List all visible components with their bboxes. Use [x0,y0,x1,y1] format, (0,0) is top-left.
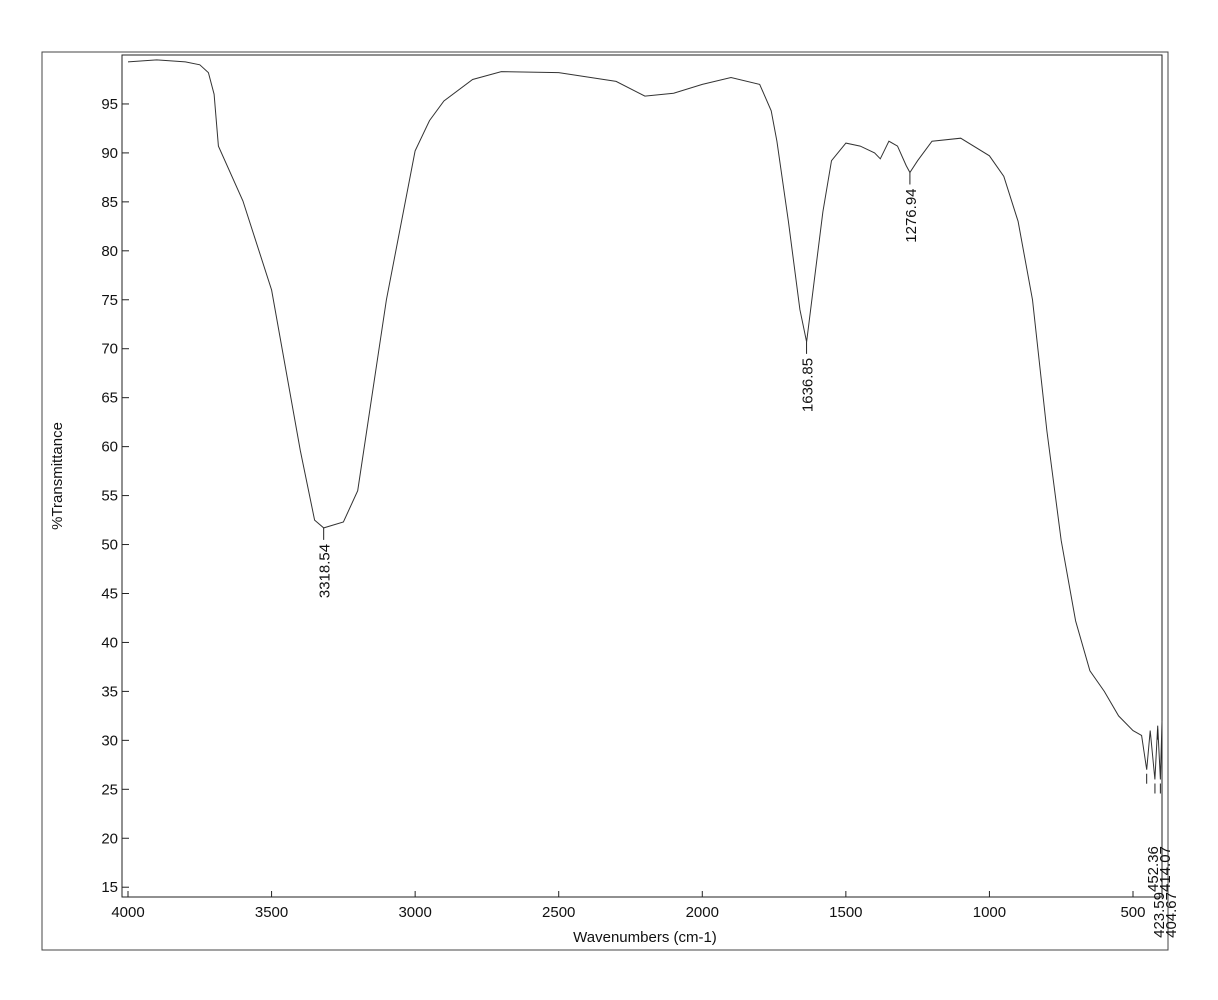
y-axis-label: %Transmittance [49,422,66,530]
y-tick-label: 75 [101,292,118,309]
x-tick-label: 2500 [542,904,575,921]
y-tick-label: 65 [101,390,118,407]
x-tick-label: 4000 [111,904,144,921]
x-tick-label: 500 [1120,904,1145,921]
y-tick-label: 85 [101,194,118,211]
y-tick-label: 95 [101,96,118,113]
y-tick-label: 60 [101,439,118,456]
plot-area [121,54,1163,898]
x-axis-label: Wavenumbers (cm-1) [573,929,717,946]
x-tick-label: 3500 [255,904,288,921]
annotation: 404.67 [1163,892,1180,938]
spectrum-line [127,59,1163,780]
y-tick-label: 80 [101,243,118,260]
x-tick-label: 2000 [686,904,719,921]
x-tick-label: 1000 [973,904,1006,921]
y-tick-label: 15 [101,879,118,896]
frame [41,51,1169,951]
y-tick-label: 90 [101,145,118,162]
annotation: 1636.85 [800,358,817,412]
y-tick-label: 25 [101,781,118,798]
x-tick-label: 3000 [398,904,431,921]
x-tick-label: 1500 [829,904,862,921]
y-tick-label: 30 [101,732,118,749]
y-tick-label: 35 [101,683,118,700]
y-tick-label: 55 [101,488,118,505]
y-tick-label: 50 [101,537,118,554]
annotation: 3318.54 [317,544,334,598]
y-tick-label: 40 [101,634,118,651]
y-tick-label: 20 [101,830,118,847]
annotation: 414.07 [1157,846,1174,892]
y-tick-label: 45 [101,585,118,602]
annotation: 423.59 [1151,892,1168,938]
annotation: 1276.94 [903,188,920,242]
y-tick-label: 70 [101,341,118,358]
annotation: 452.36 [1145,846,1162,892]
